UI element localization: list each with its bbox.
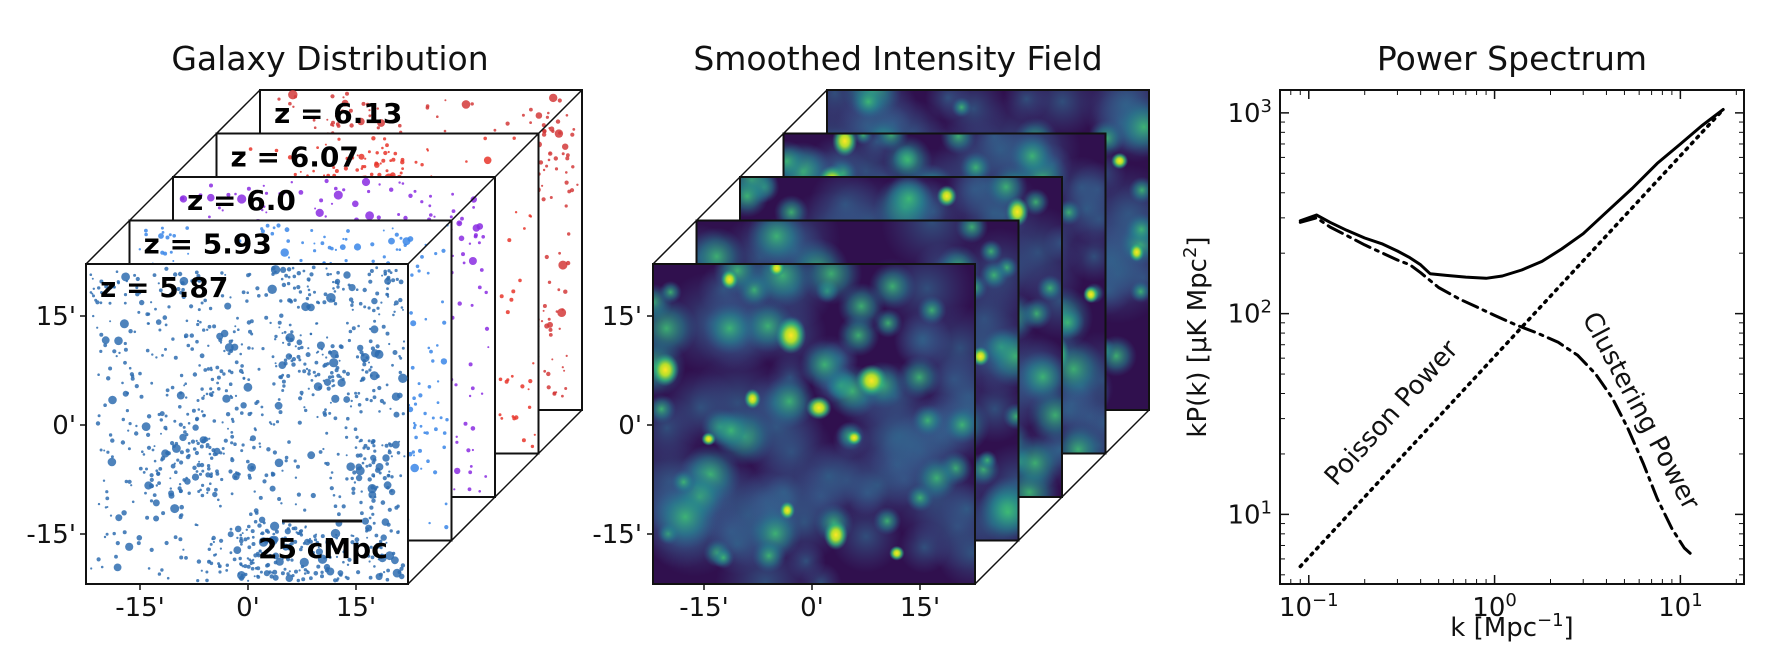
slice-redshift-label: z = 6.0 [187, 184, 296, 217]
slice-redshift-label: z = 6.13 [274, 97, 402, 130]
y-tick-label: 101 [1227, 497, 1272, 531]
intensity-x-tick: 0' [800, 593, 824, 623]
poisson-power-line [1298, 107, 1725, 569]
galaxy-x-axis: -15' 0' 15' [115, 584, 376, 623]
x-tick-label: 100 [1472, 590, 1517, 624]
intensity-x-axis: -15' 0' 15' [679, 584, 940, 623]
clustering-power-label: Clustering Power [1576, 307, 1706, 515]
y-tick-label: 102 [1227, 296, 1272, 330]
galaxy-y-tick: 15' [36, 302, 76, 332]
galaxy-scale-bar: 25 cMpc [258, 519, 388, 565]
intensity-slice [652, 263, 976, 585]
intensity-blobs [653, 264, 975, 584]
power-spectrum-series [1298, 107, 1725, 569]
intensity-y-axis: 15' 0' -15' [592, 302, 653, 550]
galaxy-x-tick: 15' [336, 593, 376, 623]
y-axis-label: kP(k) [μK Mpc2] [1180, 236, 1214, 437]
clustering-power-line [1298, 216, 1694, 557]
x-axis-label: k [Mpc−1] [1450, 610, 1573, 644]
intensity-x-tick: -15' [679, 593, 729, 623]
slice-redshift-label: z = 5.87 [100, 271, 228, 304]
plot-frame [1279, 89, 1745, 585]
galaxy-slice-stack: z = 6.13 z = 6.07 z = 6.0 z = 5.93 z = 5.87 [85, 89, 583, 585]
galaxy-x-tick: 0' [236, 593, 260, 623]
intensity-y-tick: -15' [592, 520, 642, 550]
y-tick-label: 103 [1227, 95, 1272, 129]
galaxy-slice: z = 5.87 [85, 263, 409, 585]
x-tick-label: 10−1 [1279, 590, 1339, 624]
intensity-panel: Smoothed Intensity Field -15' 0' 15' 15'… [592, 39, 1150, 623]
intensity-slice-stack [652, 89, 1150, 585]
galaxy-y-tick: -15' [26, 520, 76, 550]
intensity-y-tick: 0' [618, 411, 642, 441]
slice-redshift-label: z = 6.07 [231, 141, 359, 174]
x-tick-label: 101 [1658, 590, 1703, 624]
slice-redshift-label: z = 5.93 [144, 228, 272, 261]
total-power-line [1298, 108, 1725, 280]
intensity-panel-title: Smoothed Intensity Field [693, 39, 1102, 78]
galaxy-y-axis: 15' 0' -15' [26, 302, 86, 550]
galaxy-x-tick: -15' [115, 593, 165, 623]
galaxy-panel: Galaxy Distribution z = 6.13z = 6.07z = … [26, 39, 583, 623]
scale-bar-label: 25 cMpc [258, 532, 388, 565]
intensity-y-tick: 15' [602, 302, 642, 332]
galaxy-y-tick: 0' [52, 411, 76, 441]
intensity-x-tick: 15' [900, 593, 940, 623]
power-spectrum-ticks: 10−1 100 101 101 102 103 [1227, 90, 1744, 623]
galaxy-panel-title: Galaxy Distribution [171, 39, 488, 78]
galaxy-points [89, 265, 408, 583]
power-spectrum-title: Power Spectrum [1377, 39, 1647, 78]
